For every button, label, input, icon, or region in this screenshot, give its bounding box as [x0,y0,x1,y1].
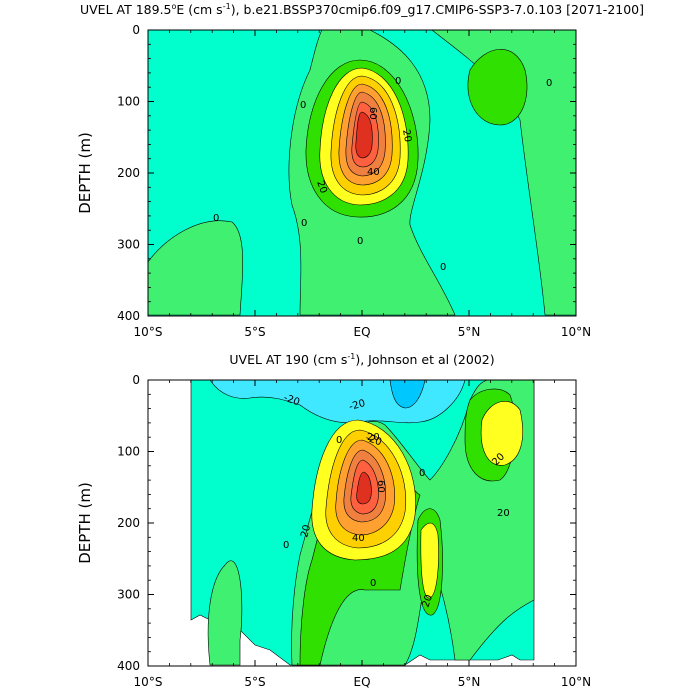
y-tick-label: 400 [117,309,140,323]
contour-20-east [480,401,523,466]
clab-40: 40 [367,167,380,178]
contour-10-east [467,49,528,126]
x-tick-label: 5°S [244,675,265,689]
contour-70 [356,471,372,505]
contour-neg40 [389,380,426,409]
clab-20d: 20 [420,593,435,609]
clab-60: 60 [367,107,378,120]
clab-0a: 0 [300,100,306,111]
clab-0c: 0 [283,540,289,551]
x-tick-label: 5°N [458,325,481,339]
panel-1-contours: 20 20 40 60 0 0 0 0 0 0 0 [148,30,576,316]
panel-1-title: UVEL AT 189.5oE (cm s-1), b.e21.BSSP370c… [80,2,644,17]
clab-neg20b: -20 [348,398,367,413]
x-tick-label: EQ [353,325,370,339]
contour-0-west [207,560,243,666]
clab-0b: 0 [395,76,401,87]
clab-0a: 0 [336,435,342,446]
clab-60: 60 [375,480,386,493]
clab-0c: 0 [546,78,552,89]
x-tick-label: EQ [353,675,370,689]
clab-neg20a: -20 [282,392,301,408]
y-axis-label: DEPTH (m) [76,132,94,214]
y-tick-label: 400 [117,659,140,673]
contour-0-east [431,30,576,316]
clab-20a: 20 [497,508,510,519]
x-tick-label: 5°S [244,325,265,339]
y-tick-label: 0 [132,373,140,387]
clab-neg20c: -20 [364,432,383,448]
x-tick-label: 10°S [134,325,163,339]
clab-20b: 20 [314,179,329,195]
y-tick-label: 200 [117,166,140,180]
y-tick-label: 100 [117,445,140,459]
y-tick-label: 300 [117,238,140,252]
clab-0e: 0 [301,218,307,229]
clab-40: 40 [352,533,365,544]
y-tick-label: 100 [117,95,140,109]
x-tick-label: 5°N [458,675,481,689]
y-tick-label: 200 [117,516,140,530]
panel-observed: UVEL AT 190 (cm s-1), Johnson et al (200… [76,352,591,689]
panel-2-title: UVEL AT 190 (cm s-1), Johnson et al (200… [229,352,494,367]
contour-0-sw [148,220,244,316]
clab-0d: 0 [213,213,219,224]
y-tick-label: 300 [117,588,140,602]
y-tick-label: 0 [132,23,140,37]
x-tick-label: 10°S [134,675,163,689]
clab-0f: 0 [357,236,363,247]
clab-0b: 0 [419,468,425,479]
panel-model: UVEL AT 189.5oE (cm s-1), b.e21.BSSP370c… [76,2,644,339]
panel-2-contours: -20 -20 -20 0 0 0 0 20 20 20 20 20 40 60 [148,380,576,666]
clab-20b: 20 [299,524,313,539]
x-tick-label: 10°N [561,325,591,339]
contour-20-ridge [420,522,439,599]
clab-20e: 20 [367,432,380,443]
contour-70 [355,111,373,159]
y-axis-label: DEPTH (m) [76,482,94,564]
clab-20a: 20 [400,129,413,143]
x-tick-label: 10°N [561,675,591,689]
clab-0g: 0 [440,262,446,273]
clab-0d: 0 [370,578,376,589]
